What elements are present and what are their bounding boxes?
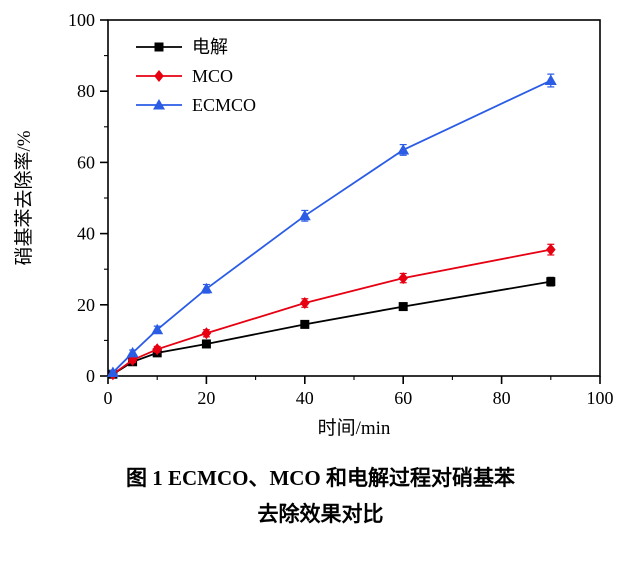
triangle-marker-icon: [200, 282, 213, 294]
y-tick-label: 20: [77, 295, 95, 315]
square-marker-icon: [154, 42, 164, 52]
x-tick-label: 20: [197, 388, 215, 408]
diamond-marker-icon: [154, 70, 164, 82]
x-tick-label: 100: [587, 388, 614, 408]
y-axis-title: 硝基苯去除率/%: [13, 130, 35, 265]
y-tick-label: 60: [77, 152, 95, 172]
y-axis: 0 20 40 60 80 100 硝基苯去除率/%: [13, 10, 108, 386]
square-marker-icon: [300, 319, 310, 329]
x-tick-label: 60: [394, 388, 412, 408]
x-tick-label: 40: [296, 388, 314, 408]
legend: 电解 MCO ECMCO: [136, 37, 256, 115]
figure-caption: 图 1 ECMCO、MCO 和电解过程对硝基苯 去除效果对比: [0, 460, 641, 532]
legend-label: ECMCO: [192, 95, 256, 115]
y-tick-label: 0: [86, 366, 95, 386]
diamond-marker-icon: [152, 343, 162, 356]
plot-frame: [107, 19, 601, 377]
triangle-marker-icon: [153, 99, 165, 110]
y-tick-label: 80: [77, 81, 95, 101]
square-marker-icon: [398, 302, 408, 312]
diamond-marker-icon: [398, 272, 408, 285]
series-line: [112, 79, 552, 374]
triangle-marker-icon: [544, 74, 557, 86]
square-marker-icon: [546, 277, 556, 287]
caption-line-2: 去除效果对比: [257, 502, 384, 526]
y-tick-label: 100: [68, 10, 95, 30]
diamond-marker-icon: [201, 327, 212, 340]
triangle-marker-icon: [397, 143, 410, 155]
triangle-marker-icon: [151, 323, 164, 335]
x-axis: 0 20 40 60 80 100 时间/min: [104, 376, 614, 439]
line-chart: 0 20 40 60 80 100 时间/min 0 20 40 60 80 100 硝基苯去除率/% 电解…: [13, 10, 614, 439]
legend-item-0: 电解: [136, 37, 228, 57]
legend-label: MCO: [192, 66, 233, 86]
triangle-marker-icon: [126, 346, 139, 358]
triangle-marker-icon: [106, 366, 119, 377]
legend-label: 电解: [192, 37, 228, 57]
legend-item-1: MCO: [136, 66, 233, 86]
triangle-marker-icon: [298, 209, 311, 221]
series-1-MCO: [108, 243, 556, 381]
square-marker-icon: [201, 339, 211, 349]
series-0-电解: [108, 276, 556, 379]
diamond-marker-icon: [300, 297, 310, 310]
x-tick-label: 0: [104, 388, 113, 408]
series-2-ECMCO: [106, 73, 557, 377]
y-tick-label: 40: [77, 224, 95, 244]
caption-line-1: 图 1 ECMCO、MCO 和电解过程对硝基苯: [125, 466, 516, 490]
legend-item-2: ECMCO: [136, 95, 256, 115]
x-axis-title: 时间/min: [318, 417, 391, 439]
x-tick-label: 80: [493, 388, 511, 408]
diamond-marker-icon: [546, 243, 556, 256]
